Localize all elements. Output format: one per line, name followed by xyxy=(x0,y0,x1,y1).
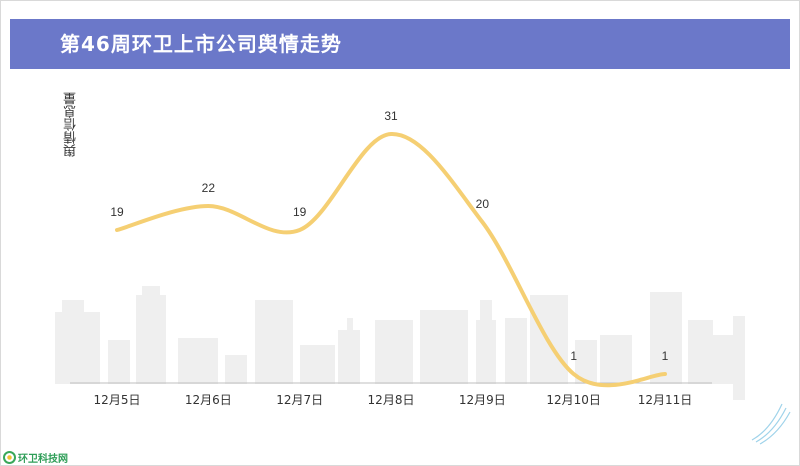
x-tick-label: 12月8日 xyxy=(368,393,415,407)
x-tick-label: 12月6日 xyxy=(185,393,232,407)
page-title: 第46周环卫上市公司舆情走势 xyxy=(60,32,342,56)
y-axis-label: 舆情信息量 xyxy=(64,92,79,157)
data-label: 20 xyxy=(476,197,490,211)
series-line xyxy=(115,131,667,388)
x-tick-label: 12月9日 xyxy=(459,393,506,407)
x-tick-label: 12月7日 xyxy=(276,393,323,407)
data-label: 19 xyxy=(293,205,307,219)
x-tick-labels: 12月5日 12月6日 12月7日 12月8日 12月9日 12月10日 12月11日 xyxy=(94,393,693,407)
site-logo: 环卫科技网 xyxy=(3,449,68,465)
data-label: 22 xyxy=(202,181,216,195)
data-label: 1 xyxy=(662,349,669,363)
x-tick-label: 12月11日 xyxy=(638,393,693,407)
title-banner: 第46周环卫上市公司舆情走势 xyxy=(10,19,790,69)
data-label: 31 xyxy=(384,109,398,123)
leaf-circle-icon xyxy=(3,450,16,464)
skyline-background xyxy=(55,286,745,400)
data-label: 19 xyxy=(110,205,124,219)
decorative-swoosh xyxy=(751,403,791,445)
data-labels: 19 22 19 31 20 1 1 xyxy=(110,109,668,363)
x-tick-label: 12月5日 xyxy=(94,393,141,407)
data-label: 1 xyxy=(570,349,577,363)
x-tick-label: 12月10日 xyxy=(546,393,601,407)
logo-text: 环卫科技网 xyxy=(18,453,68,465)
